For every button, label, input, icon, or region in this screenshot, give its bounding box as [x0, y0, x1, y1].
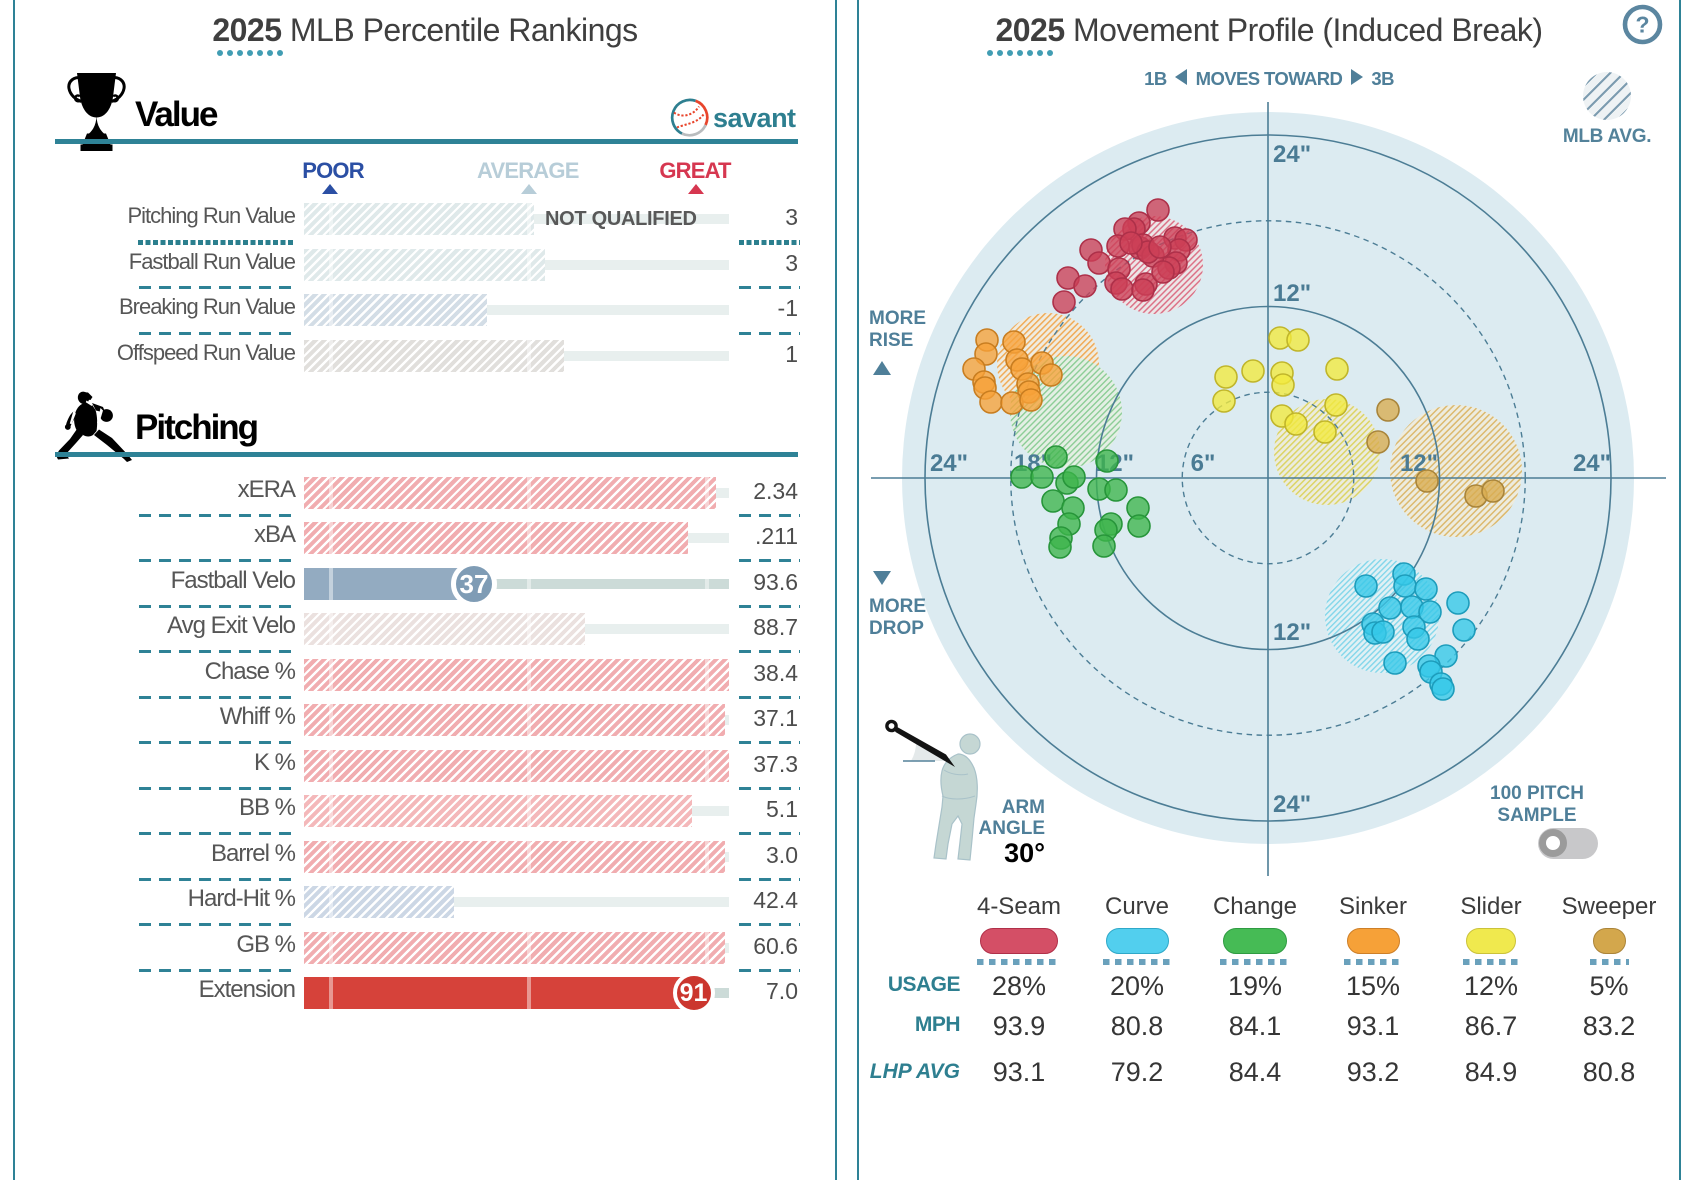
svg-text:?: ?	[1635, 12, 1649, 38]
svg-text:24": 24"	[1273, 141, 1311, 168]
svg-text:12": 12"	[1273, 280, 1311, 307]
svg-text:6": 6"	[1191, 450, 1216, 477]
svg-text:24": 24"	[930, 450, 968, 477]
svg-text:24": 24"	[1573, 450, 1611, 477]
svg-text:24": 24"	[1273, 791, 1311, 818]
svg-text:12": 12"	[1273, 619, 1311, 646]
